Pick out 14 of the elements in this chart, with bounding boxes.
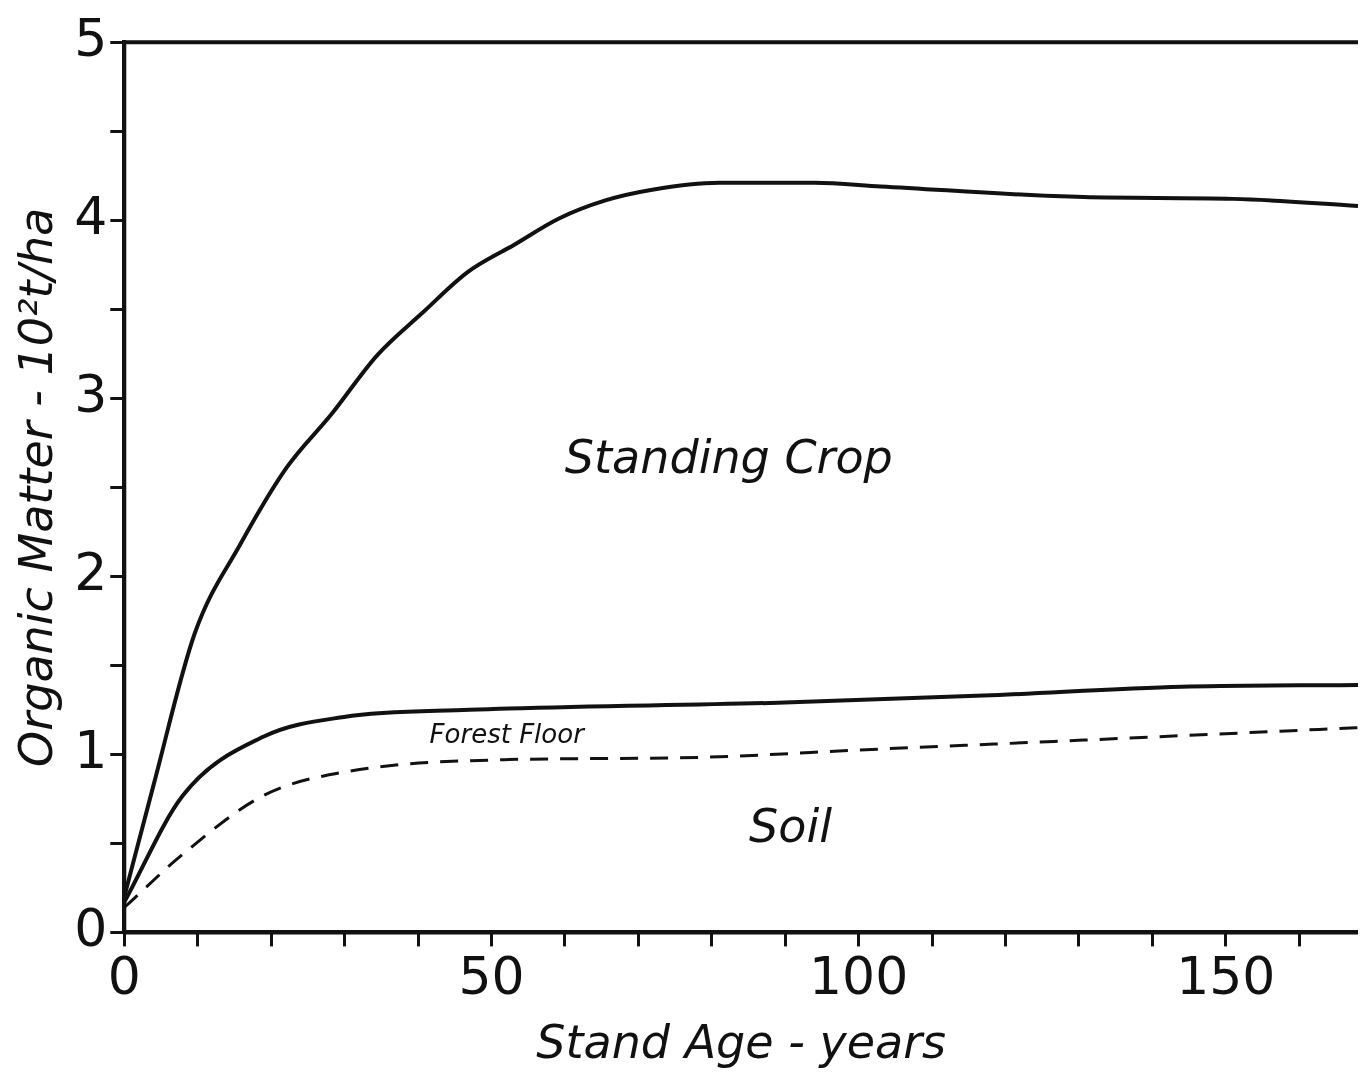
y-tick-label: 2 — [74, 541, 108, 602]
x-tick-label: 150 — [1176, 946, 1276, 1007]
y-tick-label: 4 — [74, 185, 108, 246]
y-axis-title: Organic Matter - 10²t/ha — [8, 207, 63, 767]
annotation: Soil — [749, 798, 833, 853]
annotation: Standing Crop — [564, 429, 893, 484]
x-axis-title: Stand Age - years — [536, 1015, 947, 1070]
x-tick-label: 100 — [809, 946, 909, 1007]
annotation: Forest Floor — [429, 719, 587, 750]
y-tick-label: 1 — [74, 719, 108, 780]
x-tick-label: 50 — [458, 946, 525, 1007]
y-tick-label: 3 — [74, 363, 108, 424]
y-tick-label: 0 — [74, 897, 108, 958]
y-tick-label: 5 — [74, 7, 108, 68]
